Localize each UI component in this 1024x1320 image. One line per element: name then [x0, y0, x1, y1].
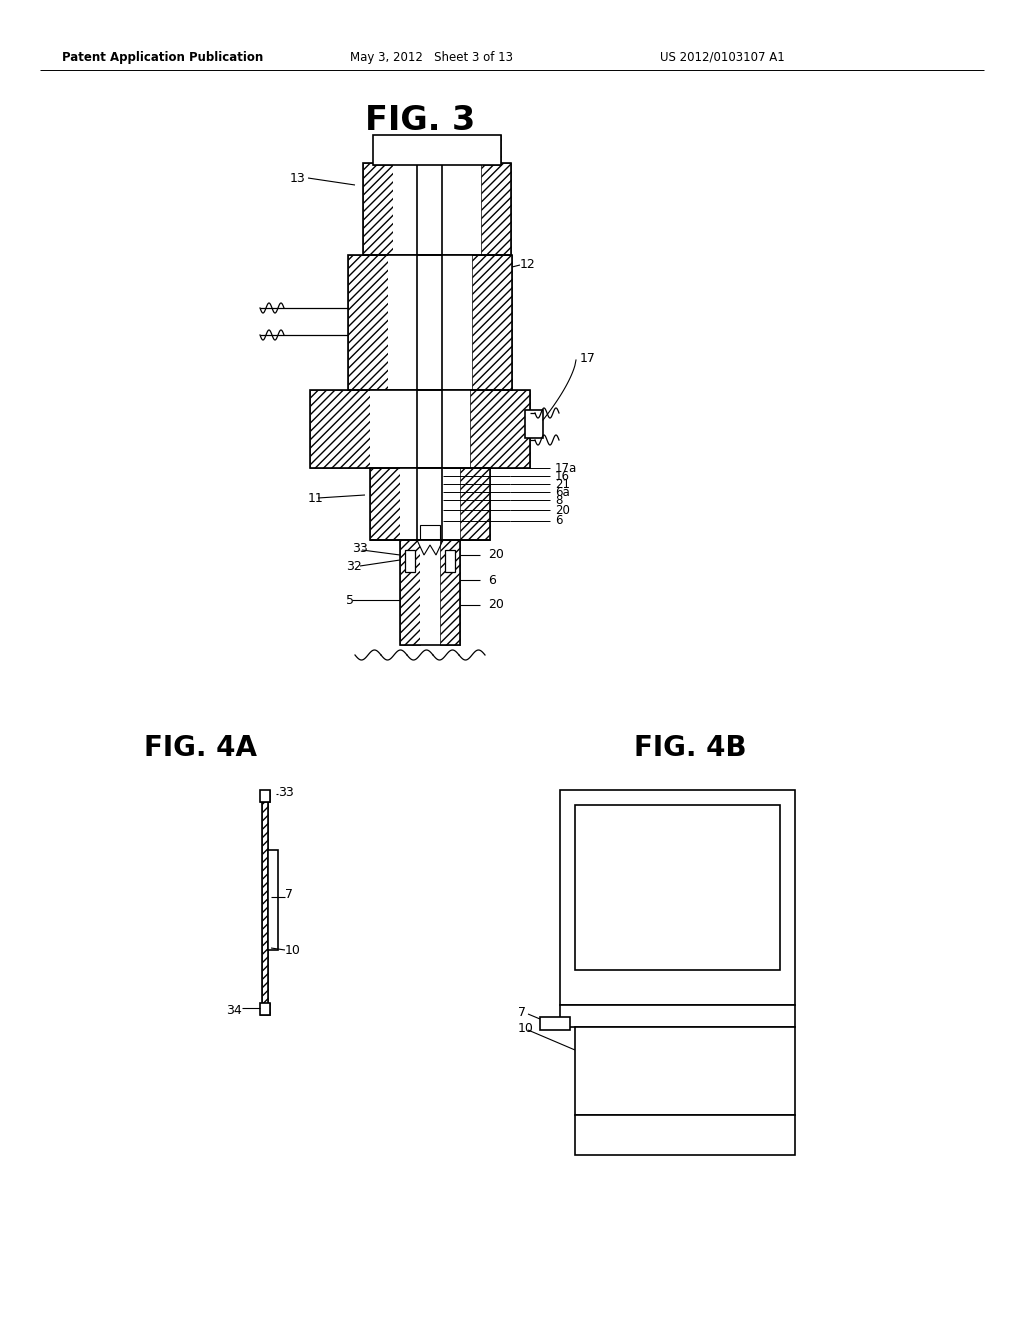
Bar	[370, 389, 470, 469]
Text: 11: 11	[308, 491, 324, 504]
Bar	[348, 255, 388, 389]
Text: FIG. 3: FIG. 3	[365, 103, 475, 136]
Text: 13: 13	[290, 172, 306, 185]
Bar	[260, 789, 270, 803]
Bar	[262, 795, 268, 1010]
Text: 10: 10	[518, 1022, 534, 1035]
Bar	[575, 1027, 795, 1115]
Bar	[560, 789, 795, 1005]
Bar	[483, 135, 501, 165]
Bar	[417, 389, 442, 469]
Bar	[310, 389, 530, 469]
Text: 17a: 17a	[555, 462, 578, 474]
Bar	[417, 162, 442, 255]
Bar	[260, 789, 270, 803]
Text: 17: 17	[580, 351, 596, 364]
Bar	[560, 1005, 795, 1027]
Bar	[406, 550, 415, 572]
Text: 12: 12	[520, 259, 536, 272]
Text: 7: 7	[518, 1006, 526, 1019]
Bar	[431, 389, 443, 469]
Bar	[400, 540, 460, 645]
Text: FIG. 4B: FIG. 4B	[634, 734, 746, 762]
Bar	[472, 255, 512, 389]
Bar	[260, 1003, 270, 1015]
Text: 34: 34	[226, 1003, 242, 1016]
Text: US 2012/0103107 A1: US 2012/0103107 A1	[660, 50, 784, 63]
Bar	[262, 795, 268, 1010]
Bar	[310, 389, 370, 469]
Text: 10: 10	[285, 944, 301, 957]
Bar	[417, 469, 442, 540]
Bar	[460, 469, 490, 540]
Text: 20: 20	[488, 598, 504, 611]
Text: Patent Application Publication: Patent Application Publication	[62, 50, 263, 63]
Bar	[393, 162, 481, 255]
Bar	[575, 805, 780, 970]
Bar	[431, 162, 443, 255]
Text: May 3, 2012   Sheet 3 of 13: May 3, 2012 Sheet 3 of 13	[350, 50, 513, 63]
Bar	[370, 469, 400, 540]
Bar	[575, 1115, 795, 1155]
Bar	[373, 135, 501, 165]
Text: 6a: 6a	[555, 486, 569, 499]
Text: 5: 5	[346, 594, 354, 606]
Text: 32: 32	[346, 560, 361, 573]
Bar	[420, 540, 440, 645]
Bar	[481, 162, 511, 255]
Bar	[362, 162, 511, 255]
Text: 20: 20	[488, 549, 504, 561]
Text: 7: 7	[285, 888, 293, 902]
Bar	[440, 540, 460, 645]
Bar	[370, 469, 490, 540]
Bar	[445, 550, 455, 572]
Bar	[400, 469, 460, 540]
Bar	[417, 469, 429, 540]
Text: 33: 33	[352, 541, 368, 554]
Bar	[525, 411, 543, 438]
Text: 33: 33	[278, 785, 294, 799]
Bar	[417, 255, 429, 389]
Bar	[417, 162, 429, 255]
Bar	[470, 389, 530, 469]
Text: 21: 21	[555, 478, 570, 491]
Text: 6: 6	[555, 515, 562, 528]
Bar	[268, 850, 278, 950]
Bar	[373, 135, 391, 165]
Bar	[431, 255, 443, 389]
Bar	[420, 525, 440, 540]
Text: 20: 20	[555, 503, 570, 516]
Bar	[431, 469, 443, 540]
Text: 6: 6	[488, 573, 496, 586]
Bar	[400, 540, 420, 645]
Bar	[362, 162, 393, 255]
Bar	[417, 255, 442, 389]
Text: 16: 16	[555, 470, 570, 483]
Bar	[417, 389, 429, 469]
Bar	[260, 1003, 270, 1015]
Bar	[348, 255, 512, 389]
Bar	[540, 1016, 570, 1030]
Text: FIG. 4A: FIG. 4A	[143, 734, 256, 762]
Text: 8: 8	[555, 494, 562, 507]
Bar	[388, 255, 472, 389]
Bar	[420, 525, 440, 540]
